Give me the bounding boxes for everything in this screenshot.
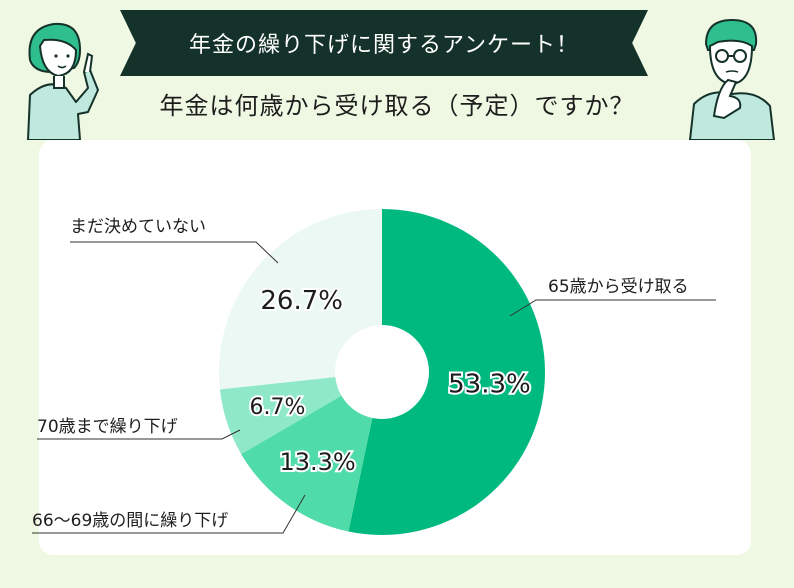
slice-undecided	[219, 209, 382, 390]
question-title: 年金は何歳から受け取る（予定）ですか？	[159, 92, 635, 120]
donut-hole	[335, 325, 429, 419]
category-label: 70歳まで繰り下げ	[37, 417, 178, 437]
leader-line	[37, 429, 241, 440]
value-label: 26.7%	[260, 286, 343, 316]
survey-title-banner: 年金の繰り下げに関するアンケート！	[120, 10, 648, 76]
slice-65-start	[348, 208, 546, 535]
value-label: 6.7%	[250, 395, 306, 420]
category-label: 66〜69歳の間に繰り下げ	[32, 511, 228, 531]
man-thinking-illustration	[689, 18, 775, 140]
value-label: 13.3%	[279, 448, 355, 476]
leader-line	[32, 494, 306, 534]
leader-line	[70, 241, 279, 264]
value-label: 53.3%	[448, 370, 531, 400]
woman-pointing-illustration	[27, 22, 99, 140]
category-label: 65歳から受け取る	[548, 277, 689, 297]
category-label: まだ決めていない	[70, 217, 206, 237]
banner-title: 年金の繰り下げに関するアンケート！	[188, 33, 580, 58]
slice-66-69-deferral	[241, 372, 382, 532]
leader-line	[509, 299, 716, 317]
